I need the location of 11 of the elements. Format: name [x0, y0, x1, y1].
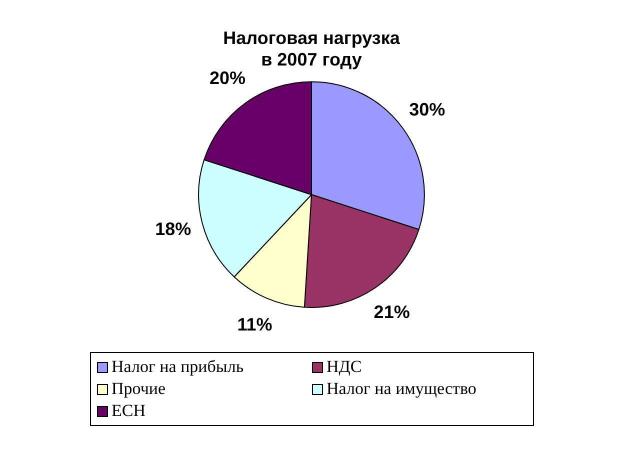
legend-label: ЕСН: [112, 401, 146, 421]
data-label: 18%: [155, 219, 192, 240]
data-label: 21%: [374, 302, 410, 322]
data-label: 30%: [409, 100, 446, 120]
legend-label: Налог на прибыль: [112, 357, 244, 377]
legend-label: Налог на имущество: [326, 379, 476, 399]
legend-label: НДС: [326, 357, 362, 377]
data-label: 11%: [237, 314, 272, 335]
chart-title: Налоговая нагрузка в 2007 году: [223, 28, 401, 70]
data-label: 20%: [209, 68, 246, 88]
legend-label: Прочие: [112, 379, 166, 399]
